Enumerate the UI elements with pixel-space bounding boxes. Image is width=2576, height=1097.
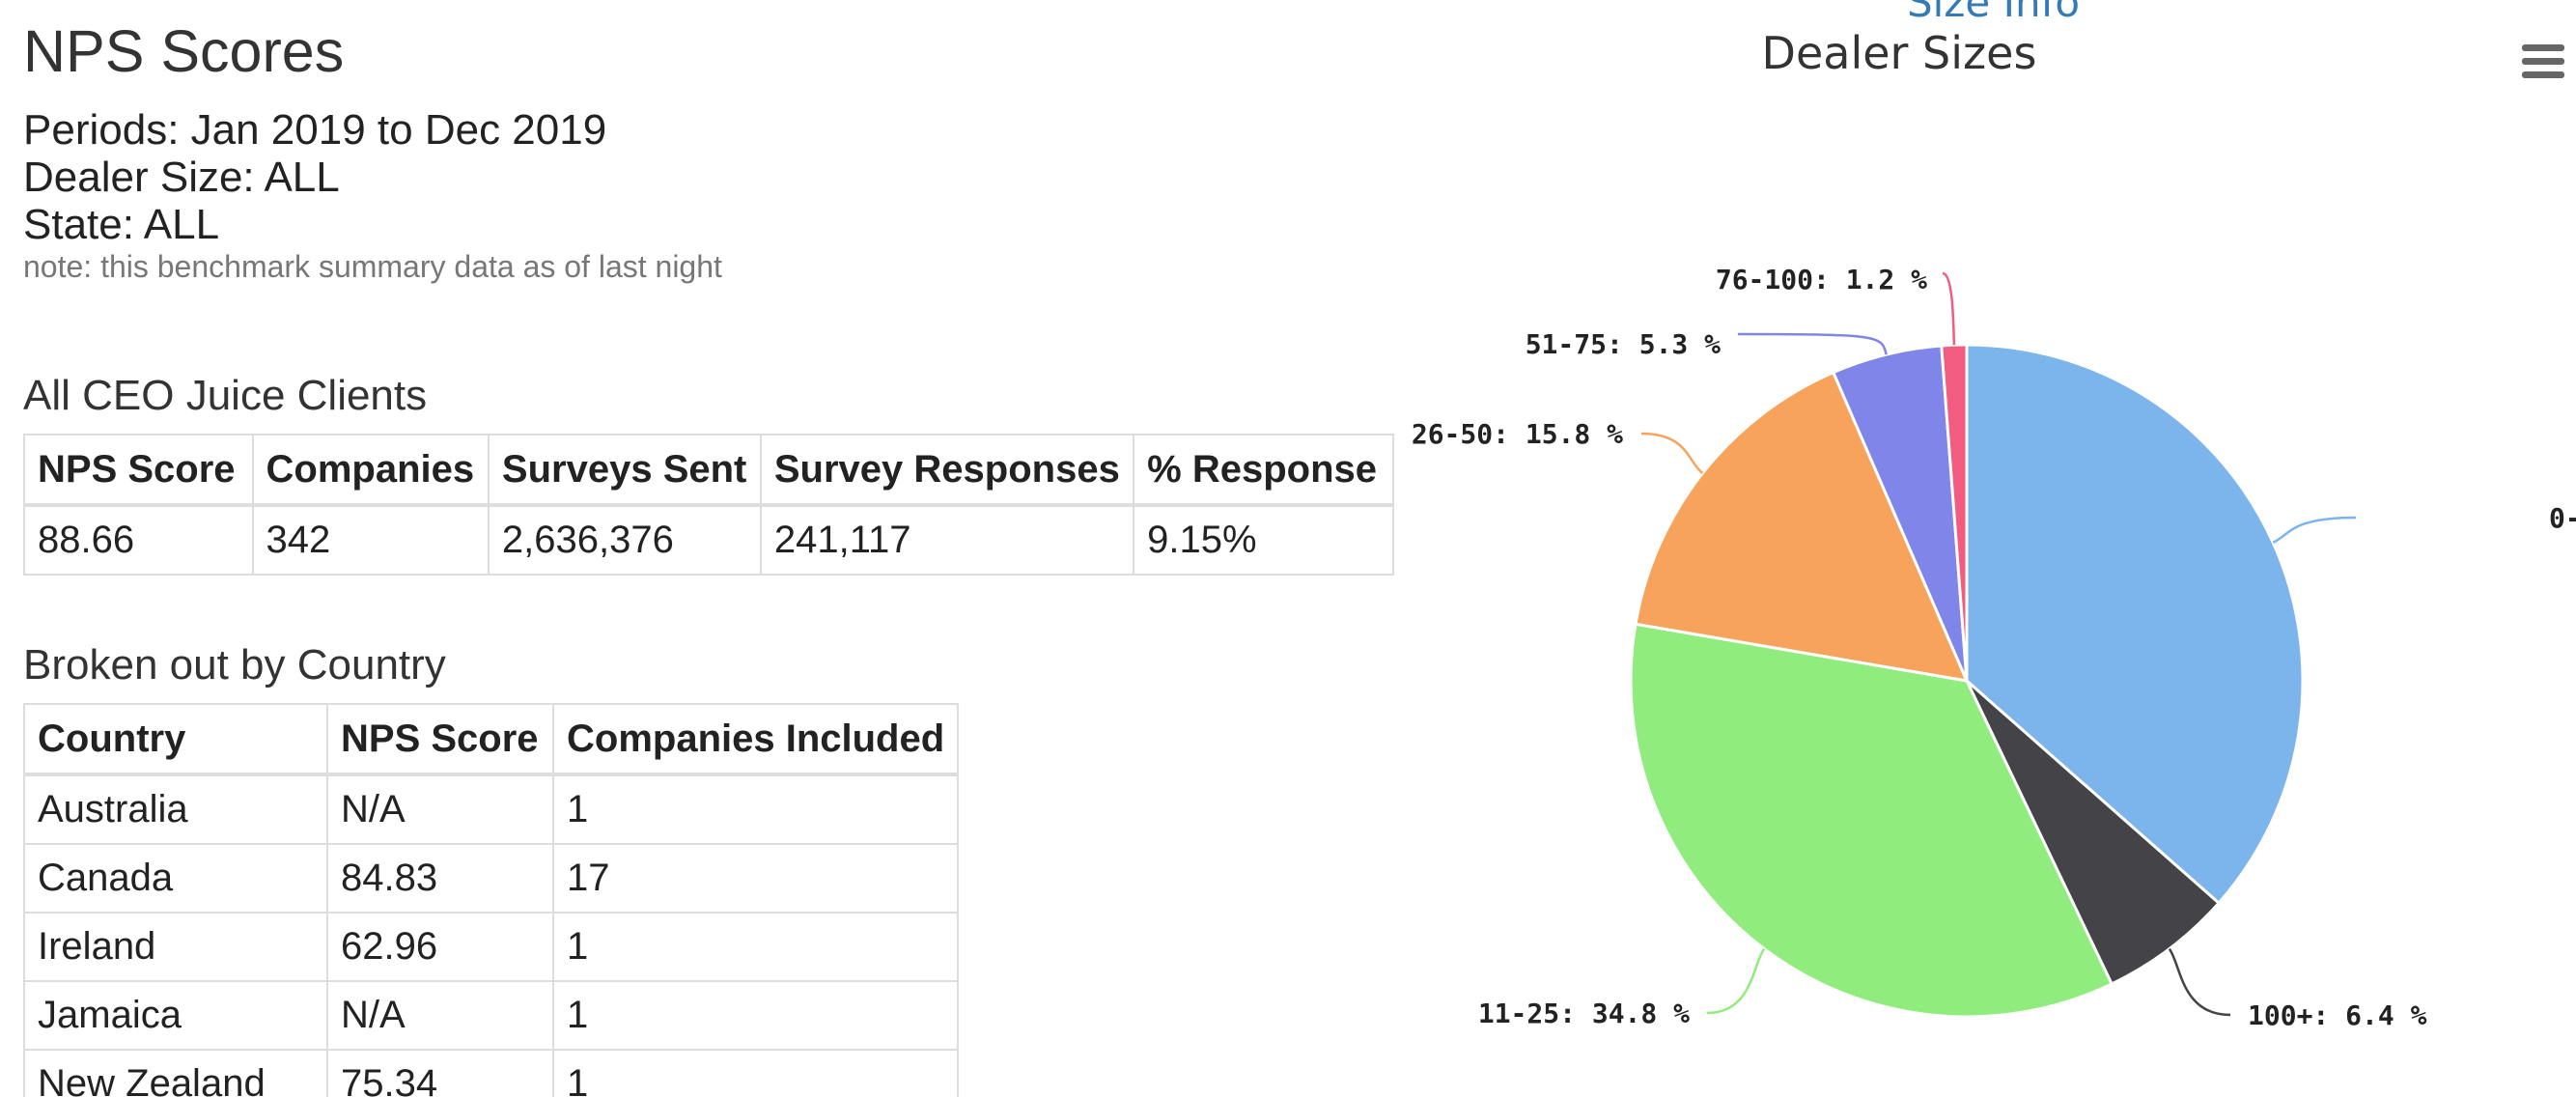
slice-label-100+: 100+: 6.4 % — [2248, 999, 2427, 1031]
connector-76-100 — [1942, 271, 1956, 346]
pie-slice-100+[interactable] — [1965, 679, 2222, 986]
hamburger-menu-icon[interactable] — [2522, 44, 2564, 83]
country-title: Broken out by Country — [23, 641, 446, 689]
dealer-sizes-chart: Size Info Dealer Sizes 0-10: 36.5 % 100+:… — [1390, 0, 2576, 1097]
country-companies: 1 — [551, 774, 960, 845]
data-note: note: this benchmark summary data as of … — [23, 249, 722, 284]
country-name: New Zealand — [23, 1049, 328, 1097]
col-header-country-nps: NPS Score — [326, 703, 554, 776]
country-nps: 84.83 — [326, 843, 554, 914]
col-header-percent-response: % Response — [1133, 434, 1394, 507]
slice-label-26-50: 26-50: 15.8 % — [1412, 418, 1623, 450]
country-nps: 62.96 — [326, 912, 554, 982]
col-header-surveys-sent: Surveys Sent — [487, 434, 762, 507]
table-row: Australia N/A 1 — [23, 774, 960, 845]
col-header-survey-responses: Survey Responses — [759, 434, 1135, 507]
country-header-row: Country NPS Score Companies Included — [23, 703, 960, 776]
summary-header-row: NPS Score Companies Surveys Sent Survey … — [23, 434, 1394, 507]
summary-survey-responses: 241,117 — [759, 504, 1135, 576]
report-panel: NPS Scores Periods: Jan 2019 to Dec 2019… — [23, 14, 1394, 1097]
col-header-companies-included: Companies Included — [551, 703, 960, 776]
connector-0-10 — [2272, 516, 2357, 544]
country-name: Jamaica — [23, 980, 328, 1051]
summary-companies: 342 — [251, 504, 490, 576]
summary-nps-score: 88.66 — [23, 504, 254, 576]
slice-label-76-100: 76-100: 1.2 % — [1716, 264, 1927, 295]
pie-slice-76-100[interactable] — [1940, 343, 1969, 682]
country-table: Country NPS Score Companies Included Aus… — [23, 703, 960, 1097]
connector-51-75 — [1737, 332, 1888, 355]
summary-percent-response: 9.15% — [1133, 504, 1394, 576]
summary-row: 88.66 342 2,636,376 241,117 9.15% — [23, 504, 1394, 576]
table-row: Canada 84.83 17 — [23, 843, 960, 914]
country-companies: 17 — [551, 843, 960, 914]
country-name: Canada — [23, 843, 328, 914]
col-header-companies: Companies — [251, 434, 490, 507]
table-row: Jamaica N/A 1 — [23, 980, 960, 1051]
page-title: NPS Scores — [23, 18, 345, 84]
country-name: Australia — [23, 774, 328, 845]
table-row: New Zealand 75.34 1 — [23, 1049, 960, 1097]
slice-label-51-75: 51-75: 5.3 % — [1526, 328, 1721, 360]
country-nps: 75.34 — [326, 1049, 554, 1097]
state-text: State: ALL — [23, 201, 220, 248]
pie-chart: 0-10: 36.5 % 100+: 6.4 % 11-25: 34.8 % 26-5… — [1412, 264, 2576, 1031]
table-row: Ireland 62.96 1 — [23, 912, 960, 982]
connector-26-50 — [1640, 432, 1704, 474]
filter-summary: Periods: Jan 2019 to Dec 2019 Dealer Siz… — [23, 106, 1394, 285]
periods-text: Periods: Jan 2019 to Dec 2019 — [23, 106, 607, 154]
col-header-country: Country — [23, 703, 328, 776]
slice-label-0-10: 0-10: 36.5 % — [2549, 502, 2576, 534]
col-header-nps-score: NPS Score — [23, 434, 254, 507]
country-companies: 1 — [551, 912, 960, 982]
country-nps: N/A — [326, 980, 554, 1051]
pie-slice-26-50[interactable] — [1634, 370, 1970, 683]
dealer-size-text: Dealer Size: ALL — [23, 154, 340, 201]
summary-table: NPS Score Companies Surveys Sent Survey … — [23, 434, 1394, 576]
country-companies: 1 — [551, 980, 960, 1051]
pie-slice-11-25[interactable] — [1629, 622, 2114, 1019]
chart-title: Dealer Sizes — [1761, 27, 2037, 79]
country-name: Ireland — [23, 912, 328, 982]
summary-title: All CEO Juice Clients — [23, 372, 428, 419]
connector-11-25 — [1706, 947, 1766, 1015]
size-info-link[interactable]: Size Info — [1907, 0, 2081, 26]
slice-label-11-25: 11-25: 34.8 % — [1478, 998, 1690, 1029]
country-companies: 1 — [551, 1049, 960, 1097]
connector-100+ — [2168, 947, 2231, 1017]
summary-surveys-sent: 2,636,376 — [487, 504, 762, 576]
country-nps: N/A — [326, 774, 554, 845]
